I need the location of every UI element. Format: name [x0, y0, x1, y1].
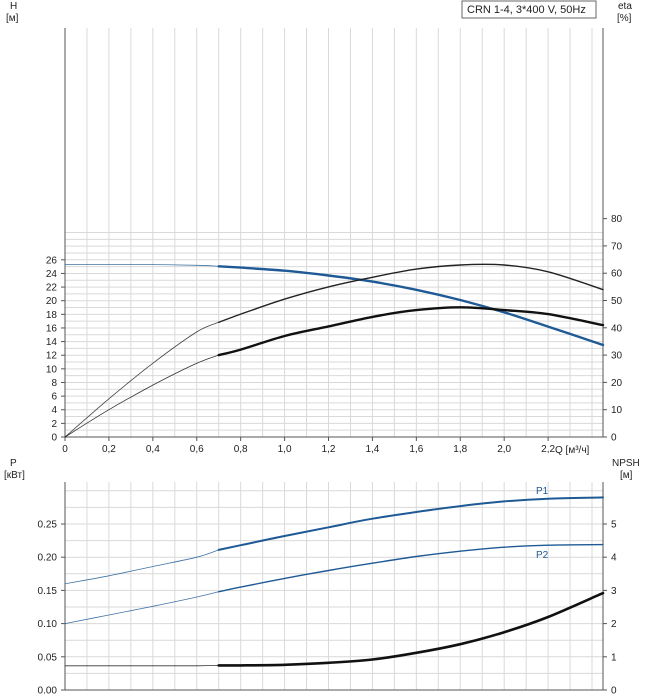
npsh-tick-label: 1: [611, 652, 617, 663]
p2-power-curve-extrapolated-line: [64, 591, 219, 624]
chart-title-box: [461, 0, 597, 19]
x-tick-label: 1,0: [278, 444, 292, 455]
x-tick-label: 1,6: [409, 444, 423, 455]
data-series: [64, 263, 605, 667]
p-tick-label: 0.15: [38, 586, 58, 597]
npsh-tick-label: 0: [611, 686, 617, 697]
efficiency-curve-lower-extrapolated-line: [64, 354, 219, 438]
x-tick-label: 1,8: [453, 444, 467, 455]
grid-lines: [64, 28, 603, 691]
bottom-right-axis-unit: [м]: [620, 470, 633, 481]
p-tick-label: 0.00: [38, 686, 58, 697]
p1-series-label: P1: [536, 486, 549, 497]
y-right-tick-label: 60: [611, 269, 623, 280]
y-left-tick-label: 12: [46, 351, 58, 362]
top-left-axis-title: H: [10, 1, 17, 12]
y-left-tick-label: 6: [51, 392, 57, 403]
y-left-tick-label: 10: [46, 364, 58, 375]
npsh-tick-label: 5: [611, 520, 617, 531]
axes: [61, 28, 607, 691]
top-left-axis-unit: [м]: [6, 13, 19, 24]
y-left-tick-label: 0: [51, 433, 57, 444]
x-tick-label: 0: [62, 444, 68, 455]
top-right-axis-title: eta: [618, 1, 632, 12]
y-right-tick-label: 20: [611, 378, 623, 389]
npsh-curve-line: [217, 591, 605, 667]
y-right-tick-label: 70: [611, 241, 623, 252]
x-tick-label: 2,0: [497, 444, 511, 455]
p2-power-curve-line: [218, 543, 604, 593]
y-left-tick-label: 16: [46, 323, 58, 334]
y-left-tick-label: 24: [46, 269, 58, 280]
y-right-tick-label: 80: [611, 214, 623, 225]
p-tick-label: 0.25: [38, 520, 58, 531]
x-tick-label: 1,2: [322, 444, 336, 455]
efficiency-curve-lower-line: [217, 306, 605, 357]
chart-title: CRN 1-4, 3*400 V, 50Hz: [467, 4, 586, 16]
efficiency-curve-upper-extrapolated-line: [64, 321, 219, 438]
y-right-tick-label: 40: [611, 323, 623, 334]
x-axis-title: Q [м³/ч]: [555, 445, 590, 456]
y-right-tick-label: 50: [611, 296, 623, 307]
x-tick-label: 1,4: [365, 444, 379, 455]
y-right-tick-label: 30: [611, 351, 623, 362]
p1-power-curve-extrapolated-line: [64, 549, 219, 585]
y-left-tick-label: 2: [51, 419, 57, 430]
efficiency-curve-upper-line: [218, 263, 604, 323]
y-left-tick-label: 18: [46, 310, 58, 321]
p-tick-label: 0.10: [38, 619, 58, 630]
p-tick-label: 0.20: [38, 553, 58, 564]
x-tick-label: 0,4: [146, 444, 160, 455]
p-tick-label: 0.05: [38, 652, 58, 663]
x-tick-label: 2,2: [541, 444, 555, 455]
x-tick-label: 0,2: [102, 444, 116, 455]
x-tick-label: 0,8: [234, 444, 248, 455]
y-left-tick-label: 4: [51, 405, 57, 416]
y-right-tick-label: 0: [611, 433, 617, 444]
tick-labels: 0 0,2 0,4 0,6 0,8 1,0 1,2 1,4 1,6 1,8 2,0 2,2024681…: [38, 214, 623, 696]
y-left-tick-label: 8: [51, 378, 57, 389]
y-left-tick-label: 14: [46, 337, 58, 348]
head-curve-extrapolated-line: [65, 264, 219, 267]
x-tick-label: 0,6: [190, 444, 204, 455]
npsh-tick-label: 2: [611, 619, 617, 630]
y-left-tick-label: 20: [46, 296, 58, 307]
top-right-axis-unit: [%]: [617, 13, 632, 24]
p1-power-curve-line: [217, 496, 604, 551]
bottom-left-axis-unit: [кВт]: [4, 470, 25, 481]
npsh-tick-label: 3: [611, 586, 617, 597]
p2-series-label: P2: [536, 550, 549, 561]
y-left-tick-label: 22: [46, 283, 58, 294]
npsh-tick-label: 4: [611, 553, 617, 564]
bottom-left-axis-title: P: [10, 458, 17, 469]
head-curve-line: [217, 265, 605, 347]
y-left-tick-label: 26: [46, 255, 58, 266]
y-right-tick-label: 10: [611, 405, 623, 416]
bottom-right-axis-title: NPSH: [612, 458, 640, 469]
